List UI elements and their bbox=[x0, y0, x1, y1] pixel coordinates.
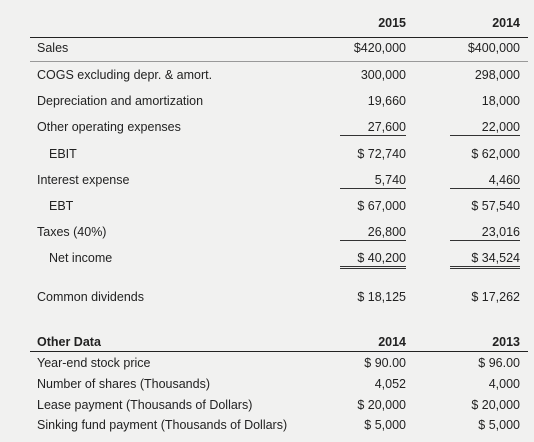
cell: $400,000 bbox=[467, 41, 520, 55]
cell: $ 57,540 bbox=[471, 199, 520, 213]
row: Sinking fund payment (Thousands of Dolla… bbox=[0, 417, 534, 435]
row: Depreciation and amortization 19,660 18,00… bbox=[0, 93, 534, 111]
label: Other operating expenses bbox=[37, 120, 181, 134]
label: EBT bbox=[49, 199, 74, 213]
section-header: Other Data 2014 2013 bbox=[0, 334, 534, 352]
label: Common dividends bbox=[37, 290, 144, 304]
cell: $ 96.00 bbox=[478, 356, 520, 370]
cell: 23,016 bbox=[450, 224, 520, 241]
cell: $420,000 bbox=[353, 41, 406, 55]
label: Sales bbox=[37, 41, 69, 55]
cell: 4,000 bbox=[488, 377, 520, 391]
cell: 4,052 bbox=[374, 377, 406, 391]
row: Common dividends $ 18,125 $ 17,262 bbox=[0, 289, 534, 307]
year: 2015 bbox=[378, 16, 406, 30]
row: EBT $ 67,000 $ 57,540 bbox=[0, 198, 534, 216]
cell: 19,660 bbox=[367, 94, 406, 108]
row-separator bbox=[30, 61, 528, 62]
cell: 5,740 bbox=[340, 172, 406, 189]
cell: 22,000 bbox=[450, 119, 520, 136]
label: Depreciation and amortization bbox=[37, 94, 204, 108]
cell: $ 40,200 bbox=[340, 250, 406, 269]
header-row: 2015 2014 bbox=[0, 15, 534, 33]
cell: 300,000 bbox=[360, 68, 406, 82]
year: 2014 bbox=[378, 335, 406, 349]
cell: $ 17,262 bbox=[471, 290, 520, 304]
row: Number of shares (Thousands) 4,052 4,000 bbox=[0, 376, 534, 394]
label: Sinking fund payment (Thousands of Dolla… bbox=[37, 418, 288, 432]
label: EBIT bbox=[49, 147, 77, 161]
year: 2013 bbox=[492, 335, 520, 349]
cell: $ 5,000 bbox=[364, 418, 406, 432]
cell: $ 67,000 bbox=[357, 199, 406, 213]
cell: $ 5,000 bbox=[478, 418, 520, 432]
cell: 298,000 bbox=[474, 68, 520, 82]
label: Lease payment (Thousands of Dollars) bbox=[37, 398, 253, 412]
cell: $ 18,125 bbox=[357, 290, 406, 304]
row: Year-end stock price $ 90.00 $ 96.00 bbox=[0, 355, 534, 373]
row: Interest expense 5,740 4,460 bbox=[0, 172, 534, 190]
cell: $ 90.00 bbox=[364, 356, 406, 370]
row: Taxes (40%) 26,800 23,016 bbox=[0, 224, 534, 242]
cell: $ 72,740 bbox=[357, 147, 406, 161]
cell: 27,600 bbox=[340, 119, 406, 136]
label: Year-end stock price bbox=[37, 356, 151, 370]
row: Other operating expenses 27,600 22,000 bbox=[0, 119, 534, 137]
row: COGS excluding depr. & amort. 300,000 298,… bbox=[0, 67, 534, 85]
cell: 26,800 bbox=[340, 224, 406, 241]
year: 2014 bbox=[492, 16, 520, 30]
row: Net income $ 40,200 $ 34,524 bbox=[0, 250, 534, 269]
cell: 4,460 bbox=[450, 172, 520, 189]
cell: $ 62,000 bbox=[471, 147, 520, 161]
rule bbox=[30, 37, 528, 38]
cell: $ 34,524 bbox=[450, 250, 520, 269]
rule bbox=[30, 351, 528, 352]
cell: $ 20,000 bbox=[357, 398, 406, 412]
label: Number of shares (Thousands) bbox=[37, 377, 210, 391]
row: Sales $420,000 $400,000 bbox=[0, 40, 534, 58]
cell: $ 20,000 bbox=[471, 398, 520, 412]
section-title: Other Data bbox=[37, 335, 101, 349]
label: Taxes (40%) bbox=[37, 225, 107, 239]
row: EBIT $ 72,740 $ 62,000 bbox=[0, 146, 534, 164]
label: COGS excluding depr. & amort. bbox=[37, 68, 213, 82]
label: Net income bbox=[49, 251, 113, 265]
row: Lease payment (Thousands of Dollars) $ 20… bbox=[0, 397, 534, 415]
label: Interest expense bbox=[37, 173, 130, 187]
cell: 18,000 bbox=[481, 94, 520, 108]
